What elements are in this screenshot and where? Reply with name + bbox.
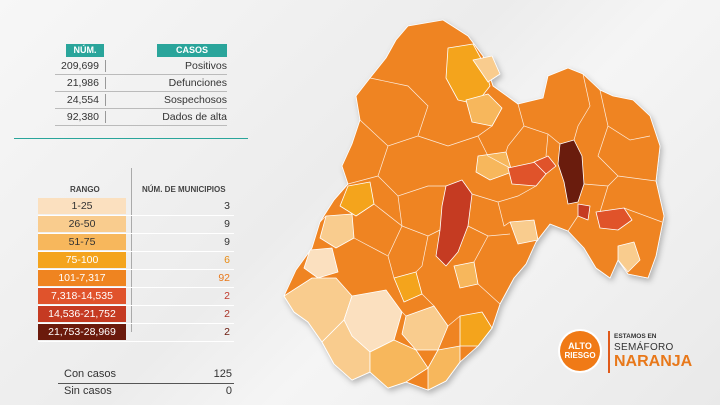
summary-row-positivos: 209,699 Positivos — [55, 58, 227, 75]
summary-label: Positivos — [184, 60, 227, 72]
map-region — [475, 151, 513, 181]
summary-label: Dados de alta — [162, 111, 227, 123]
casos-header: CASOS — [157, 44, 227, 57]
summary-row-defunciones: 21,986 Defunciones — [55, 75, 227, 92]
summary-row-dados-de-alta: 92,380 Dados de alta — [55, 109, 227, 126]
legend-swatch: 75-100 — [38, 252, 126, 268]
legend-count: 2 — [224, 290, 230, 302]
legend-row: 51-75 9 — [38, 234, 234, 252]
total-row-con-casos: Con casos 125 — [58, 366, 234, 383]
summary-row-sospechosos: 24,554 Sospechosos — [55, 92, 227, 109]
section-divider — [14, 138, 248, 139]
summary-header: NÚM. CASOS — [55, 44, 227, 58]
map-region-high — [577, 203, 591, 221]
badge-line-1: ESTAMOS EN — [614, 333, 657, 340]
legend-swatch: 7,318-14,535 — [38, 288, 126, 304]
map-region — [303, 247, 339, 279]
legend-swatch: 101-7,317 — [38, 270, 126, 286]
total-row-sin-casos: Sin casos 0 — [58, 383, 234, 400]
map-region — [465, 93, 503, 127]
legend-row: 14,536-21,752 2 — [38, 306, 234, 324]
legend-row: 101-7,317 92 — [38, 270, 234, 288]
totals-divider — [58, 383, 234, 384]
legend-swatch: 14,536-21,752 — [38, 306, 126, 322]
legend-row: 26-50 9 — [38, 216, 234, 234]
legend-count: 9 — [224, 218, 230, 230]
summary-value: 92,380 — [66, 111, 99, 123]
legend-row: 7,318-14,535 2 — [38, 288, 234, 306]
summary-value: 24,554 — [66, 94, 99, 106]
legend-divider — [131, 168, 132, 332]
total-label: Sin casos — [64, 385, 112, 397]
num-header: NÚM. — [66, 44, 104, 57]
map-region-high — [435, 179, 473, 267]
map-region — [339, 181, 375, 217]
total-value: 0 — [225, 385, 232, 397]
legend-swatch: 1-25 — [38, 198, 126, 214]
legend-row: 75-100 6 — [38, 252, 234, 270]
municipios-header: NÚM. DE MUNICIPIOS — [142, 185, 226, 194]
cases-summary-table: NÚM. CASOS 209,699 Positivos 21,986 Defu… — [55, 44, 227, 126]
legend-swatch: 51-75 — [38, 234, 126, 250]
risk-badge: ALTO RIESGO ESTAMOS EN SEMÁFORO NARANJA — [556, 323, 692, 379]
map-region — [319, 213, 355, 249]
legend-count: 9 — [224, 236, 230, 248]
badge-line-2: SEMÁFORO — [614, 342, 674, 353]
legend-count: 3 — [224, 200, 230, 212]
map-region — [472, 55, 501, 83]
total-label: Con casos — [64, 368, 116, 380]
rango-header: RANGO — [70, 185, 100, 194]
alto-riesgo-icon: ALTO RIESGO — [560, 331, 600, 371]
map-region-high — [595, 207, 633, 231]
map-region — [617, 241, 641, 273]
map-region — [427, 345, 461, 391]
summary-label: Sospechosos — [163, 94, 227, 106]
map-region-high — [533, 155, 557, 175]
summary-value: 209,699 — [61, 60, 99, 72]
legend-count: 2 — [224, 326, 230, 338]
totals-table: Con casos 125 Sin casos 0 — [58, 366, 234, 400]
range-legend: RANGO NÚM. DE MUNICIPIOS 1-25 3 26-50 9 51-7… — [38, 168, 234, 342]
legend-count: 6 — [224, 254, 230, 266]
legend-row: 1-25 3 — [38, 198, 234, 216]
map-region — [369, 339, 429, 389]
badge-line-3: NARANJA — [614, 353, 693, 370]
badge-divider — [608, 331, 610, 373]
total-value: 125 — [213, 368, 232, 380]
summary-value: 21,986 — [66, 77, 99, 89]
state-choropleth-map — [283, 19, 665, 391]
legend-swatch: 26-50 — [38, 216, 126, 232]
legend-swatch: 21,753-28,969 — [38, 324, 126, 340]
legend-row: 21,753-28,969 2 — [38, 324, 234, 342]
map-region — [459, 311, 493, 347]
map-region-highest — [557, 139, 585, 205]
summary-label: Defunciones — [168, 77, 227, 89]
legend-count: 2 — [224, 308, 230, 320]
map-region-high — [507, 161, 547, 187]
legend-count: 92 — [218, 272, 230, 284]
legend-header: RANGO NÚM. DE MUNICIPIOS — [38, 168, 234, 198]
